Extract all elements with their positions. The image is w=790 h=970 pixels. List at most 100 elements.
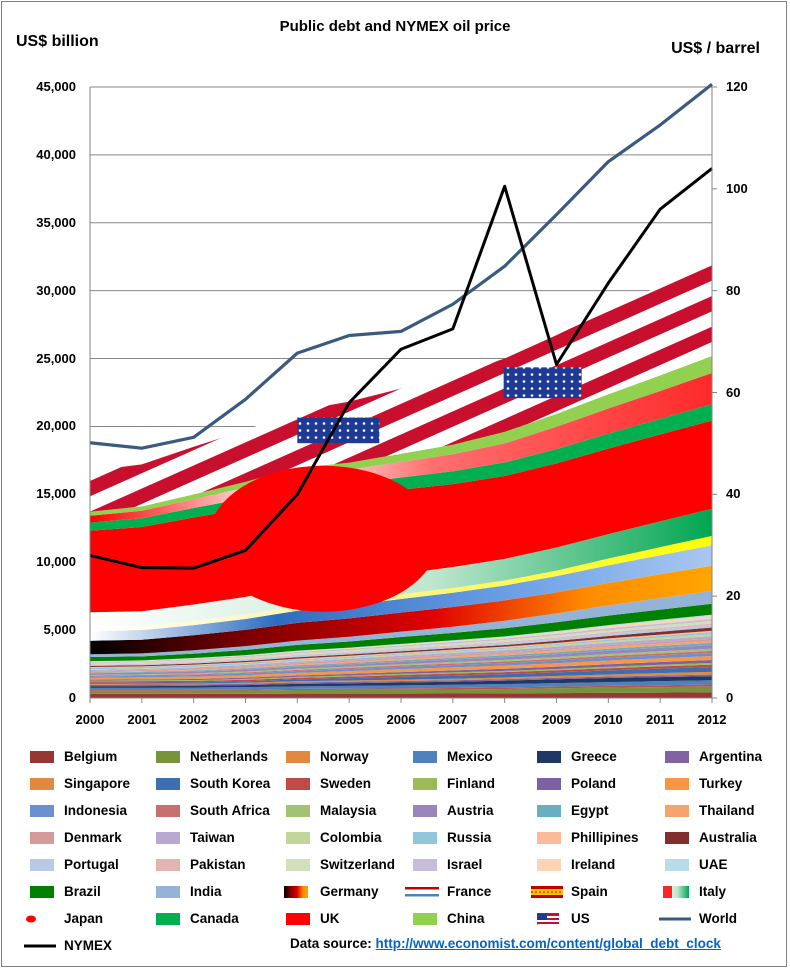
legend-swatch [529, 912, 567, 925]
legend-swatch [22, 750, 60, 763]
legend-label: China [447, 910, 485, 926]
data-source-link[interactable]: http://www.economist.com/content/global_… [375, 936, 721, 951]
legend-label: Australia [699, 829, 757, 845]
legend-label: Belgium [64, 748, 118, 764]
legend-swatch [148, 858, 186, 871]
legend-item-poland: Poland [529, 773, 616, 793]
legend-label: Argentina [699, 748, 763, 764]
stacked-areas [90, 260, 712, 698]
legend-label: Egypt [571, 802, 609, 818]
legend-item-france: France [405, 881, 491, 901]
line-nymex [89, 167, 713, 570]
legend-item-italy: Italy [657, 881, 726, 901]
legend-swatch [22, 885, 60, 898]
legend-label: Spain [571, 883, 608, 899]
legend-swatch [22, 831, 60, 844]
legend-item-world: World [657, 908, 737, 928]
legend-swatch [22, 777, 60, 790]
legend-swatch [529, 885, 567, 898]
legend-item-sweden: Sweden [278, 773, 371, 793]
legend-item-israel: Israel [405, 854, 482, 874]
legend-label: Austria [447, 802, 494, 818]
legend-swatch [148, 912, 186, 925]
legend-label: Israel [447, 856, 483, 872]
y-right-tick-label: 20 [726, 588, 741, 604]
y-left-tick-label: 5,000 [43, 622, 76, 638]
legend-swatch [529, 831, 567, 844]
legend-swatch [405, 777, 443, 790]
legend-item-norway: Norway [278, 746, 369, 766]
x-tick-label: 2010 [593, 712, 623, 727]
area-germany [90, 565, 712, 655]
flag-decorations [208, 367, 582, 612]
legend-swatch [405, 750, 443, 763]
y-right-tick-label: 120 [726, 79, 748, 94]
x-tick-label: 2004 [282, 712, 312, 727]
legend-item-indonesia: Indonesia [22, 800, 127, 820]
legend-item-brazil: Brazil [22, 881, 101, 901]
y-right-tick-label: 0 [726, 690, 734, 705]
y-right-tick-label: 80 [726, 282, 741, 298]
legend-label: Poland [571, 775, 617, 791]
legend-swatch [278, 831, 316, 844]
legend-item-germany: Germany [278, 881, 379, 901]
legend-item-japan: Japan [22, 908, 103, 928]
x-tick-label: 2012 [697, 712, 727, 727]
legend-item-uk: UK [278, 908, 340, 928]
legend-label: UAE [699, 856, 728, 872]
legend-label: US [571, 910, 590, 926]
legend-item-us: US [529, 908, 590, 928]
legend-swatch [148, 750, 186, 763]
legend-item-china: China [405, 908, 485, 928]
legend-label: Norway [320, 748, 369, 764]
legend-item-denmark: Denmark [22, 827, 122, 847]
y-left-tick-label: 25,000 [36, 350, 76, 366]
area-turkey [90, 656, 712, 680]
data-source-label: Data source: [290, 936, 372, 951]
x-tick-label: 2006 [386, 712, 416, 727]
chart-title: Public debt and NYMEX oil price [279, 18, 511, 35]
legend-item-argentina: Argentina [657, 746, 762, 766]
legend-swatch [148, 777, 186, 790]
line-world [89, 83, 713, 450]
x-tick-label: 2000 [75, 712, 105, 727]
legend-label: South Korea [190, 775, 271, 791]
legend-label: Denmark [64, 829, 122, 845]
y-left-tick-label: 40,000 [36, 146, 76, 162]
y-axis-left-label: US$ billion [16, 33, 99, 50]
legend-label: Taiwan [190, 829, 235, 845]
legend-label: Thailand [699, 802, 755, 818]
legend-label: Turkey [699, 775, 743, 791]
legend-item-australia: Australia [657, 827, 757, 847]
legend-item-colombia: Colombia [278, 827, 382, 847]
area-belgium [90, 692, 712, 698]
legend-label: Malaysia [320, 802, 377, 818]
legend-label: France [447, 883, 492, 899]
legend-swatch [278, 885, 316, 898]
legend-item-mexico: Mexico [405, 746, 493, 766]
legend-swatch [657, 885, 695, 898]
legend-swatch [405, 858, 443, 871]
legend-swatch [22, 858, 60, 871]
legend-swatch [278, 858, 316, 871]
x-tick-label: 2003 [231, 712, 260, 727]
legend-item-india: India [148, 881, 222, 901]
x-tick-label: 2011 [646, 712, 675, 727]
legend-item-belgium: Belgium [22, 746, 117, 766]
legend-item-pakistan: Pakistan [148, 854, 246, 874]
x-tick-label: 2005 [334, 712, 364, 727]
legend-label: Finland [447, 775, 495, 791]
legend-label: Sweden [320, 775, 372, 791]
legend-item-netherlands: Netherlands [148, 746, 268, 766]
legend-item-ireland: Ireland [529, 854, 615, 874]
legend-swatch [405, 912, 443, 925]
x-tick-label: 2009 [542, 712, 571, 727]
legend-label: Russia [447, 829, 492, 845]
legend-item-phillipines: Phillipines [529, 827, 639, 847]
legend-label: Colombia [320, 829, 382, 845]
legend-swatch [22, 939, 60, 951]
legend-swatch [405, 804, 443, 817]
legend-item-switzerland: Switzerland [278, 854, 395, 874]
